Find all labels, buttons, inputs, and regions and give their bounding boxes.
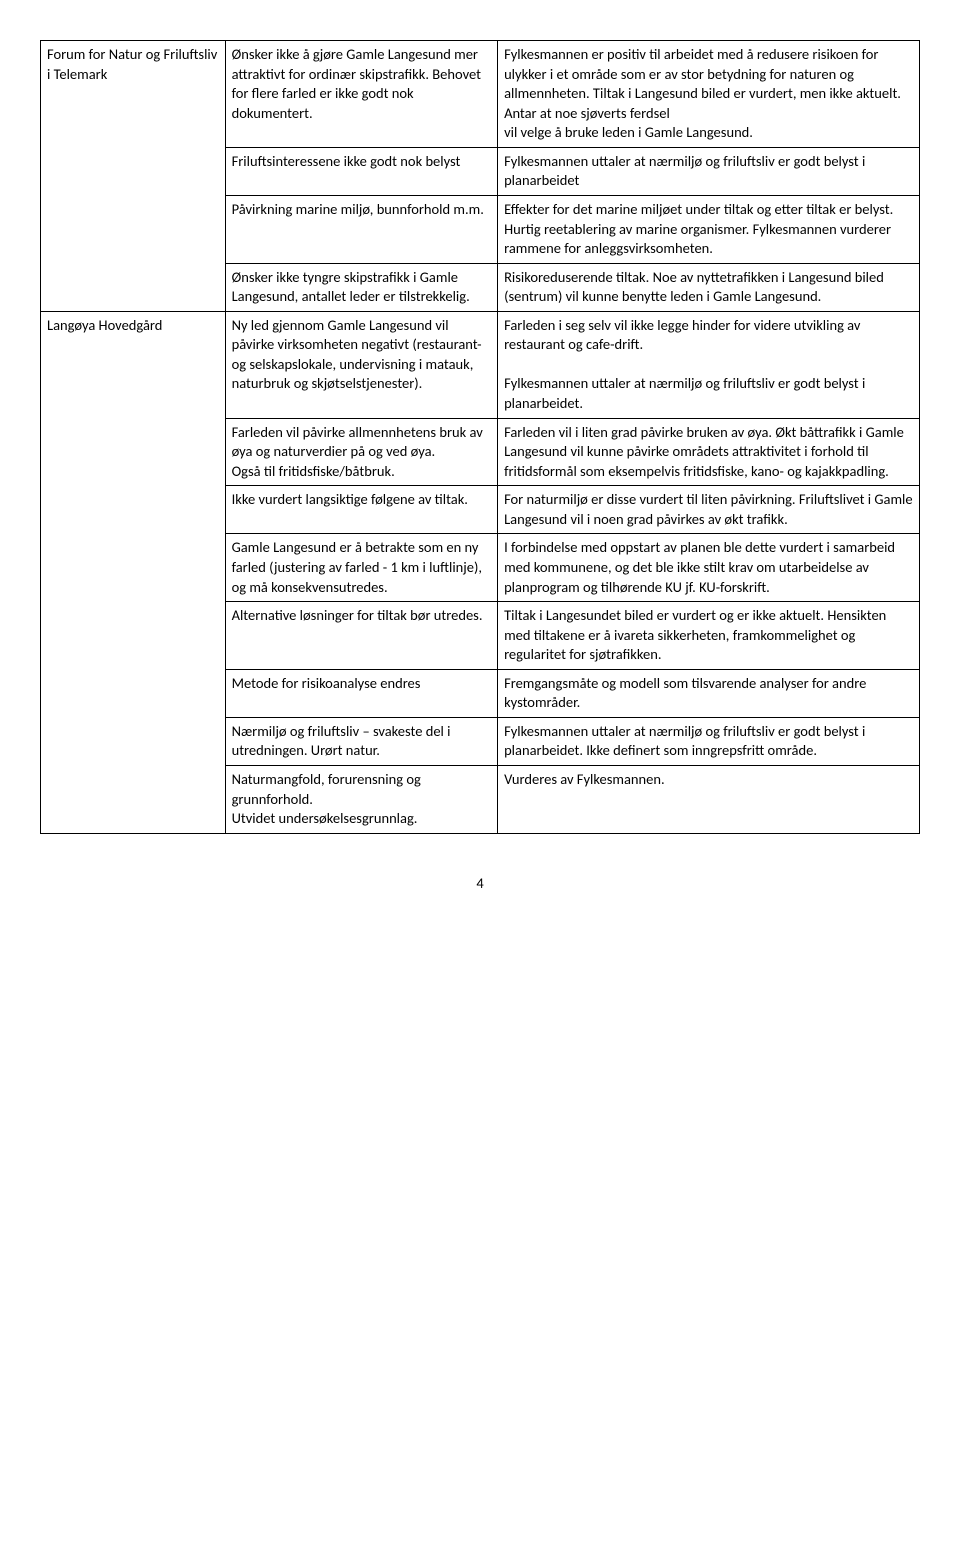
table-cell-col1: Langøya Hovedgård — [41, 311, 226, 833]
table-cell-col3: For naturmiljø er disse vurdert til lite… — [498, 486, 920, 534]
table-cell-col3: Tiltak i Langesundet biled er vurdert og… — [498, 602, 920, 670]
table-cell-col2: Ønsker ikke å gjøre Gamle Langesund mer … — [225, 41, 497, 148]
table-cell-col2: Gamle Langesund er å betrakte som en ny … — [225, 534, 497, 602]
table-cell-col2: Ikke vurdert langsiktige følgene av tilt… — [225, 486, 497, 534]
table-cell-col3: Fremgangsmåte og modell som tilsvarende … — [498, 669, 920, 717]
table-cell-col3: Fylkesmannen er positiv til arbeidet med… — [498, 41, 920, 148]
table-cell-col3: Farleden vil i liten grad påvirke bruken… — [498, 418, 920, 486]
table-cell-col2: Påvirkning marine miljø, bunnforhold m.m… — [225, 195, 497, 263]
page-number: 4 — [40, 874, 920, 894]
table-cell-col2: Friluftsinteressene ikke godt nok belyst — [225, 147, 497, 195]
table-cell-col2: Ny led gjennom Gamle Langesund vil påvir… — [225, 311, 497, 418]
table-cell-col2: Metode for risikoanalyse endres — [225, 669, 497, 717]
table-cell-col3: Fylkesmannen uttaler at nærmiljø og fril… — [498, 717, 920, 765]
table-cell-col2: Naturmangfold, forurensning og grunnforh… — [225, 766, 497, 834]
table-cell-col3: Risikoreduserende tiltak. Noe av nyttetr… — [498, 263, 920, 311]
table-cell-col2: Ønsker ikke tyngre skipstrafikk i Gamle … — [225, 263, 497, 311]
table-row: Forum for Natur og Friluftsliv i Telemar… — [41, 41, 920, 148]
table-cell-col3: I forbindelse med oppstart av planen ble… — [498, 534, 920, 602]
table-cell-col1: Forum for Natur og Friluftsliv i Telemar… — [41, 41, 226, 312]
table-cell-col2: Alternative løsninger for tiltak bør utr… — [225, 602, 497, 670]
table-cell-col3: Fylkesmannen uttaler at nærmiljø og fril… — [498, 147, 920, 195]
table-cell-col3: Effekter for det marine miljøet under ti… — [498, 195, 920, 263]
document-table: Forum for Natur og Friluftsliv i Telemar… — [40, 40, 920, 834]
table-cell-col3: Vurderes av Fylkesmannen. — [498, 766, 920, 834]
table-cell-col3: Farleden i seg selv vil ikke legge hinde… — [498, 311, 920, 418]
table-cell-col2: Nærmiljø og friluftsliv – svakeste del i… — [225, 717, 497, 765]
table-cell-col2: Farleden vil påvirke allmennhetens bruk … — [225, 418, 497, 486]
table-row: Langøya HovedgårdNy led gjennom Gamle La… — [41, 311, 920, 418]
